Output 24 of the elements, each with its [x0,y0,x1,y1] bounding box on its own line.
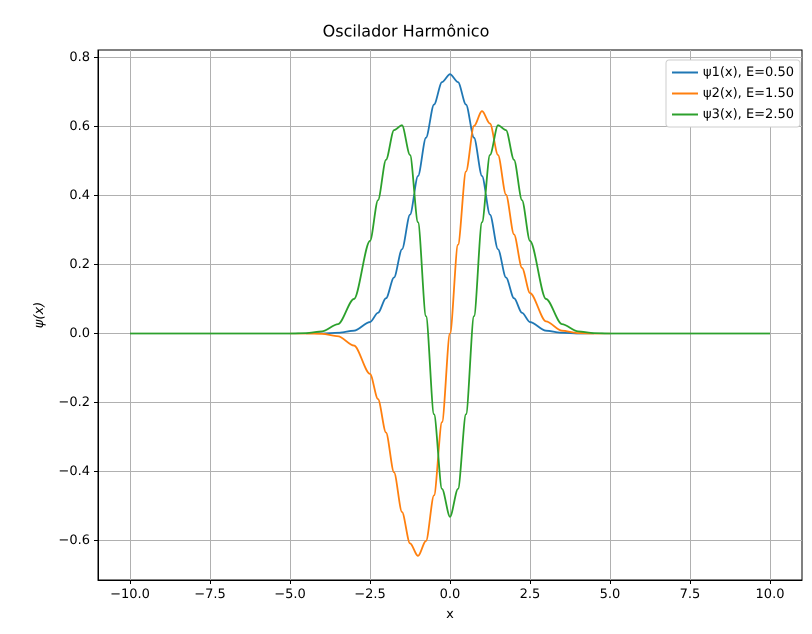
x-tick-label: 5.0 [600,587,620,602]
y-tick-label: 0.8 [69,50,90,65]
line-series [129,124,771,518]
y-tick-label: −0.4 [58,464,90,480]
legend-label: ψ2(x), E=1.50 [703,86,794,101]
y-tick-label: 0.4 [69,188,90,203]
x-tick-label: −10.0 [110,587,150,602]
y-tick-label: 0.0 [69,326,90,341]
x-tick-label: 2.5 [520,587,540,602]
y-tick-label: −0.6 [58,533,90,548]
y-tick-label: 0.6 [69,118,90,134]
chart-title: Oscilador Harmônico [322,22,490,40]
legend-label: ψ1(x), E=0.50 [703,65,794,80]
x-tick-label: 0.0 [440,587,460,602]
x-axis-title: x [446,607,454,622]
x-tick-label: −7.5 [194,587,226,602]
x-tick-label: 7.5 [680,587,700,602]
x-tick-label: 10.0 [756,587,784,602]
y-axis-title: ψ(x) [32,302,47,328]
legend-label: ψ3(x), E=2.50 [703,107,794,122]
y-tick-label: 0.2 [69,256,90,272]
y-tick-label: −0.2 [58,395,90,410]
x-tick-label: −5.0 [274,587,306,602]
x-tick-label: −2.5 [354,587,386,602]
